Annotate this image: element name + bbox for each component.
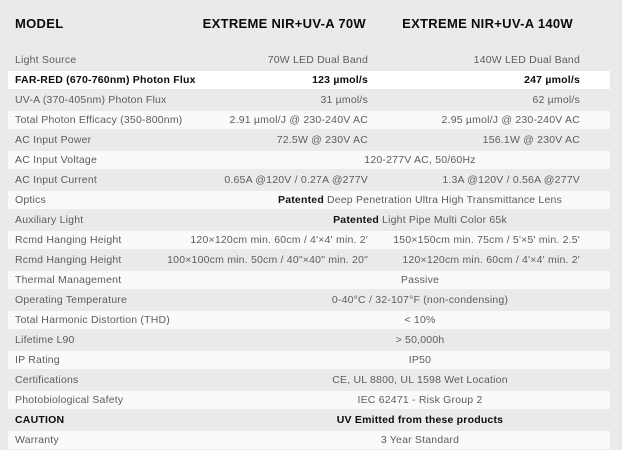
row-label: Light Source [15, 54, 77, 66]
value-140w: 150×150cm min. 75cm / 5'×5' min. 2.5' [393, 234, 580, 246]
row-label: Rcmd Hanging Height [15, 234, 122, 246]
table-row-certifications: Certifications CE, UL 8800, UL 1598 Wet … [8, 370, 610, 390]
value-70w: 72.5W @ 230V AC [276, 134, 368, 146]
table-row-ac-input-power: AC Input Power 72.5W @ 230V AC 156.1W @ … [8, 130, 610, 150]
table-row-thermal-management: Thermal Management Passive [8, 270, 610, 290]
value-140w: 1.3A @120V / 0.56A @277V [442, 174, 580, 186]
table-row-photobiological-safety: Photobiological Safety IEC 62471 - Risk … [8, 390, 610, 410]
value-140w: 156.1W @ 230V AC [482, 134, 580, 146]
row-label: Total Photon Efficacy (350-800nm) [15, 114, 183, 126]
value-70w: 120×120cm min. 60cm / 4'×4' min. 2' [190, 234, 368, 246]
row-label: Lifetime L90 [15, 334, 75, 346]
row-label: Certifications [15, 374, 79, 386]
value-span: CE, UL 8800, UL 1598 Wet Location [332, 374, 508, 386]
row-label: Optics [15, 194, 46, 206]
header-col-140w: EXTREME NIR+UV-A 140W [402, 15, 573, 31]
table-row-ip-rating: IP Rating IP50 [8, 350, 610, 370]
value-span: 120-277V AC, 50/60Hz [364, 154, 476, 166]
value-140w: 140W LED Dual Band [473, 54, 580, 66]
value-text: Deep Penetration Ultra High Transmittanc… [326, 194, 563, 206]
table-row-ac-input-current: AC Input Current 0.65A @120V / 0.27A @27… [8, 170, 610, 190]
value-140w: 247 µmol/s [524, 74, 580, 86]
row-label: Total Harmonic Distortion (THD) [15, 314, 170, 326]
value-span: Passive [400, 274, 440, 286]
table-row-auxiliary-light: Auxiliary Light Patented Light Pipe Mult… [8, 210, 610, 230]
table-row-far-red-flux: FAR-RED (670-760nm) Photon Flux 123 µmol… [8, 70, 610, 90]
table-row-ac-input-voltage: AC Input Voltage 120-277V AC, 50/60Hz [8, 150, 610, 170]
row-label: UV-A (370-405nm) Photon Flux [15, 94, 167, 106]
table-header: MODEL EXTREME NIR+UV-A 70W EXTREME NIR+U… [8, 8, 610, 38]
value-span: IP50 [408, 354, 432, 366]
row-label: AC Input Voltage [15, 154, 98, 166]
table-row-uva-flux: UV-A (370-405nm) Photon Flux 31 µmol/s 6… [8, 90, 610, 110]
row-label: Operating Temperature [15, 294, 127, 306]
value-140w: 62 µmol/s [532, 94, 580, 106]
value-text: Light Pipe Multi Color 65k [382, 214, 507, 226]
row-label: Warranty [15, 434, 59, 446]
row-label: Thermal Management [15, 274, 122, 286]
row-label: Rcmd Hanging Height [15, 254, 122, 266]
table-row-caution: CAUTION UV Emitted from these products [8, 410, 610, 430]
row-label: CAUTION [15, 414, 65, 426]
value-140w: 120×120cm min. 60cm / 4'×4' min. 2' [402, 254, 580, 266]
value-span: Patented Deep Penetration Ultra High Tra… [230, 191, 610, 209]
row-label: IP Rating [15, 354, 60, 366]
value-span: UV Emitted from these products [336, 414, 504, 426]
value-70w: 100×100cm min. 50cm / 40"×40" min. 20" [167, 254, 368, 266]
table-row-photon-efficacy: Total Photon Efficacy (350-800nm) 2.91 µ… [8, 110, 610, 130]
value-span: 3 Year Standard [380, 434, 460, 446]
value-span: IEC 62471 - Risk Group 2 [357, 394, 483, 406]
table-row-warranty: Warranty 3 Year Standard [8, 430, 610, 450]
value-span: < 10% [404, 314, 436, 326]
table-row-lifetime: Lifetime L90 > 50,000h [8, 330, 610, 350]
table-row-hanging-height-1: Rcmd Hanging Height 120×120cm min. 60cm … [8, 230, 610, 250]
patented-badge: Patented [333, 214, 380, 226]
value-70w: 123 µmol/s [312, 74, 368, 86]
row-label: AC Input Power [15, 134, 92, 146]
value-70w: 0.65A @120V / 0.27A @277V [224, 174, 368, 186]
patented-badge: Patented [277, 194, 324, 206]
table-row-operating-temperature: Operating Temperature 0-40°C / 32-107°F … [8, 290, 610, 310]
value-span: > 50,000h [395, 334, 445, 346]
table-row-thd: Total Harmonic Distortion (THD) < 10% [8, 310, 610, 330]
row-label: FAR-RED (670-760nm) Photon Flux [15, 74, 196, 86]
value-span: Patented Light Pipe Multi Color 65k [230, 211, 610, 229]
row-label: Auxiliary Light [15, 214, 84, 226]
header-col-70w: EXTREME NIR+UV-A 70W [202, 15, 366, 31]
row-label: AC Input Current [15, 174, 97, 186]
value-70w: 2.91 µmol/J @ 230-240V AC [229, 114, 368, 126]
row-label: Photobiological Safety [15, 394, 124, 406]
value-70w: 70W LED Dual Band [267, 54, 368, 66]
table-row-hanging-height-2: Rcmd Hanging Height 100×100cm min. 50cm … [8, 250, 610, 270]
table-row-optics: Optics Patented Deep Penetration Ultra H… [8, 190, 610, 210]
value-70w: 31 µmol/s [320, 94, 368, 106]
value-140w: 2.95 µmol/J @ 230-240V AC [441, 114, 580, 126]
header-model: MODEL [15, 15, 64, 31]
table-row-light-source: Light Source 70W LED Dual Band 140W LED … [8, 50, 610, 70]
value-span: 0-40°C / 32-107°F (non-condensing) [331, 294, 509, 306]
